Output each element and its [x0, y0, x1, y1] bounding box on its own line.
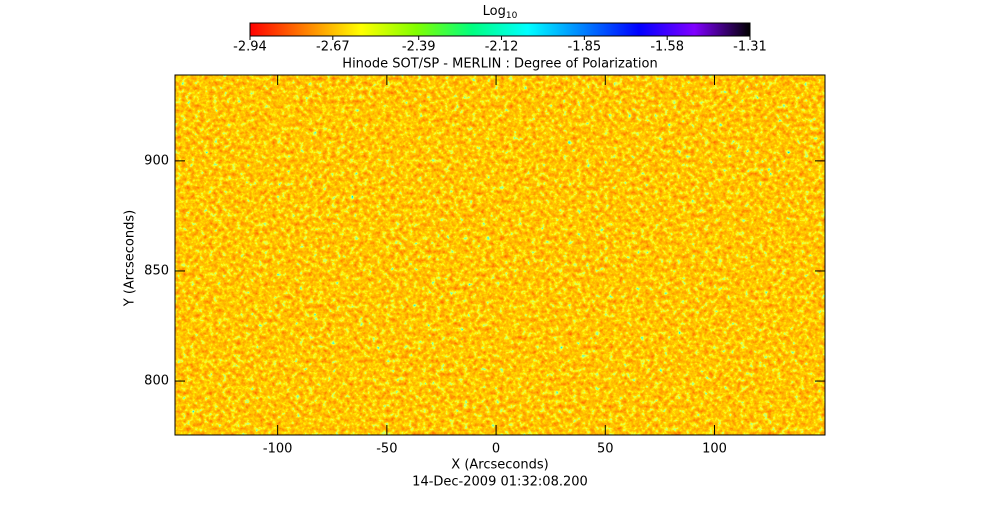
solar-image — [175, 75, 825, 435]
colorbar-title-subscript: 10 — [506, 11, 518, 21]
y-tick-label: 900 — [144, 153, 169, 168]
colorbar — [249, 22, 751, 37]
x-tick-label: -100 — [263, 442, 293, 457]
colorbar-tick-label: -2.67 — [316, 40, 350, 55]
x-tick-label: 50 — [597, 442, 614, 457]
colorbar-tick-label: -2.39 — [402, 40, 436, 55]
colorbar-title-base: Log — [483, 4, 506, 19]
y-tick-label: 800 — [144, 374, 169, 389]
y-axis-label: Y (Arcseconds) — [123, 210, 138, 307]
colorbar-tick-label: -1.58 — [650, 40, 684, 55]
chart-title: Hinode SOT/SP - MERLIN : Degree of Polar… — [342, 57, 657, 72]
x-tick-label: 0 — [492, 442, 500, 457]
colorbar-tick-label: -1.31 — [733, 40, 767, 55]
x-axis-label: X (Arcseconds) — [451, 458, 548, 473]
footer-date: 14-Dec-2009 01:32:08.200 — [412, 475, 588, 490]
colorbar-tick-label: -1.85 — [568, 40, 602, 55]
colorbar-tick-label: -2.94 — [233, 40, 267, 55]
x-tick-label: 100 — [702, 442, 727, 457]
plot-frame — [174, 74, 826, 436]
colorbar-title: Log10 — [483, 4, 518, 21]
colorbar-tick-label: -2.12 — [485, 40, 519, 55]
x-tick-label: -50 — [376, 442, 397, 457]
y-tick-label: 850 — [144, 263, 169, 278]
